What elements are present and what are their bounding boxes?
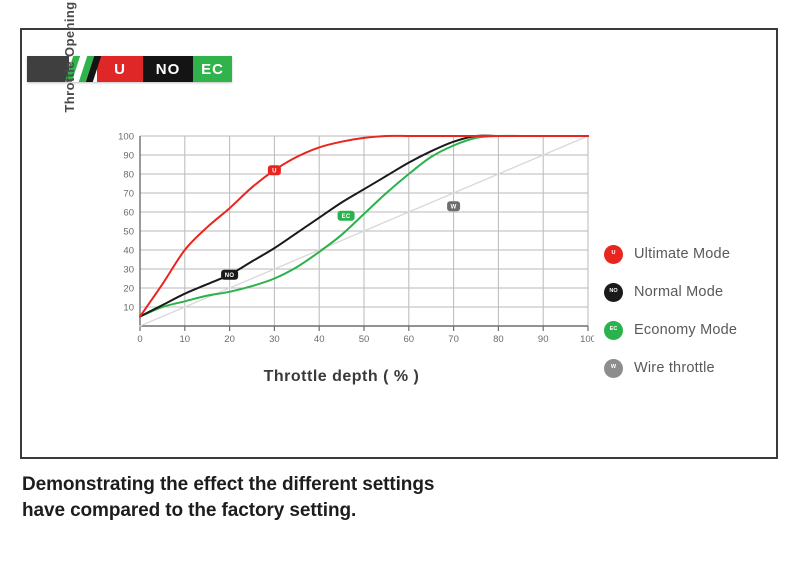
- svg-text:100: 100: [580, 334, 594, 345]
- svg-text:U: U: [272, 168, 277, 174]
- marker-badge-no: NO: [221, 269, 239, 280]
- svg-text:30: 30: [123, 264, 134, 275]
- curve-ultimate-mode: [139, 134, 589, 318]
- svg-text:30: 30: [269, 334, 280, 345]
- svg-text:60: 60: [123, 207, 134, 218]
- marker-badge-w: W: [447, 201, 461, 212]
- marker-badge-u: U: [267, 165, 281, 176]
- legend-item-ultimate-mode[interactable]: U Ultimate Mode: [604, 235, 784, 273]
- caption-line-2: have compared to the factory setting.: [22, 500, 357, 522]
- banner-dark-block: [27, 56, 69, 82]
- figure-caption: Demonstrating the effect the different s…: [22, 472, 622, 524]
- banner-letter-u: U: [97, 56, 143, 82]
- legend-item-wire-throttle[interactable]: W Wire throttle: [604, 349, 784, 387]
- svg-text:W: W: [451, 205, 457, 211]
- svg-text:60: 60: [404, 334, 415, 345]
- chart-card: U NO EC Throttle Opening Degree ( % ) Th…: [20, 0, 778, 459]
- svg-text:80: 80: [123, 169, 134, 180]
- svg-text:NO: NO: [225, 273, 235, 279]
- brand-banner: U NO EC: [27, 56, 232, 82]
- legend-dot-economy-icon: EC: [604, 320, 623, 340]
- caption-line-1: Demonstrating the effect the different s…: [22, 474, 435, 495]
- banner-letter-no: NO: [143, 56, 193, 82]
- legend-label-ultimate: Ultimate Mode: [634, 246, 731, 262]
- svg-text:40: 40: [123, 245, 134, 256]
- legend-item-normal-mode[interactable]: NO Normal Mode: [604, 273, 784, 311]
- legend-dot-wire-icon: W: [604, 358, 623, 378]
- y-axis-label: Throttle Opening Degree ( % ): [62, 0, 77, 113]
- svg-text:70: 70: [123, 188, 134, 199]
- svg-text:90: 90: [123, 150, 134, 161]
- svg-text:80: 80: [493, 334, 504, 345]
- svg-text:50: 50: [123, 226, 134, 237]
- throttle-response-chart: 10 20 30 40 50 60 70 80 90 100 0 10 20 30 40 50 60 70 80 90…: [118, 131, 594, 345]
- x-axis-label: Throttle depth ( % ): [263, 368, 420, 385]
- banner-letter-ec: EC: [193, 56, 232, 82]
- svg-text:0: 0: [137, 334, 142, 345]
- chart-plot-area: Throttle Opening Degree ( % ) Throttle d…: [62, 0, 594, 420]
- marker-badge-ec: EC: [337, 210, 355, 221]
- legend-dot-normal-icon: NO: [604, 282, 623, 302]
- legend-label-wire: Wire throttle: [634, 360, 715, 376]
- legend-label-normal: Normal Mode: [634, 284, 724, 300]
- svg-text:10: 10: [123, 302, 134, 313]
- legend-dot-ultimate-icon: U: [604, 244, 623, 264]
- svg-text:50: 50: [359, 334, 370, 345]
- svg-text:10: 10: [180, 334, 191, 345]
- svg-text:20: 20: [123, 283, 134, 294]
- legend-label-economy: Economy Mode: [634, 322, 738, 338]
- svg-text:EC: EC: [342, 214, 351, 220]
- chart-legend: U Ultimate Mode NO Normal Mode EC Econom…: [604, 235, 784, 387]
- svg-text:20: 20: [224, 334, 235, 345]
- svg-text:40: 40: [314, 334, 325, 345]
- svg-text:70: 70: [448, 334, 459, 345]
- svg-text:100: 100: [118, 131, 134, 142]
- legend-item-economy-mode[interactable]: EC Economy Mode: [604, 311, 784, 349]
- svg-text:90: 90: [538, 334, 549, 345]
